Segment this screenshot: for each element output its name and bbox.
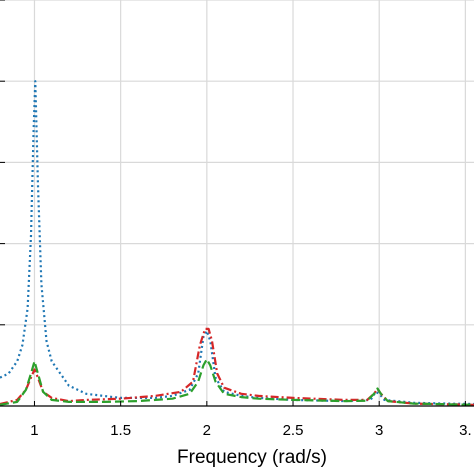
x-tick-label: 1 [30, 422, 38, 439]
grid [0, 0, 474, 406]
x-tick-label: 1.5 [110, 422, 131, 439]
x-tick-label: 3. [459, 422, 472, 439]
x-tick-label: 2.5 [283, 422, 304, 439]
x-axis-label: Frequency (rad/s) [177, 447, 327, 468]
x-tick-label: 2 [203, 422, 211, 439]
series-line-1 [0, 80, 474, 406]
x-tick-labels: 1 1.5 2 2.5 3 3. [30, 422, 471, 439]
x-tick-label: 3 [375, 422, 383, 439]
axes [0, 0, 474, 407]
series-line-3 [0, 358, 474, 406]
series-line-2 [0, 327, 474, 406]
series-lines [0, 80, 474, 406]
